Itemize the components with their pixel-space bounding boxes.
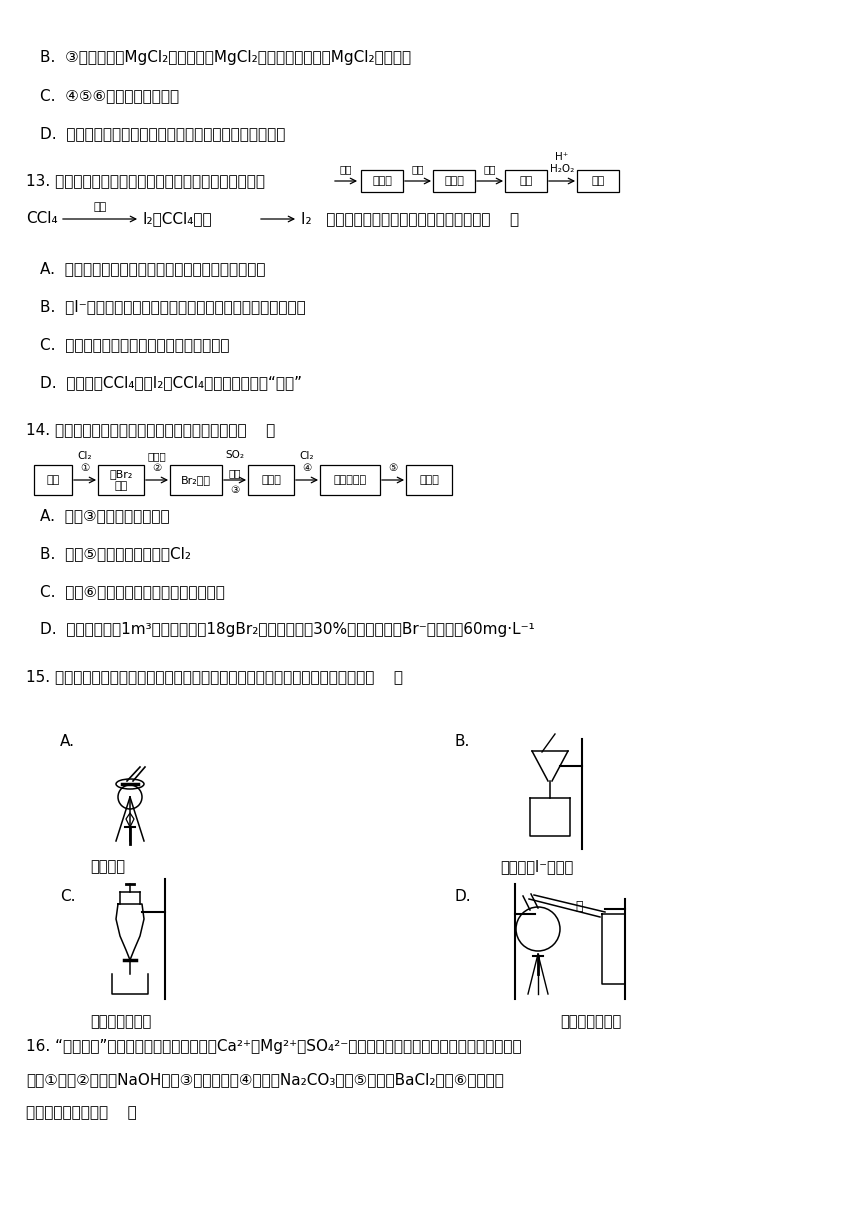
FancyBboxPatch shape <box>320 465 380 495</box>
Text: Cl₂
①: Cl₂ ① <box>77 451 92 473</box>
Text: 碘水: 碘水 <box>592 176 605 186</box>
Text: 溨单质: 溨单质 <box>419 475 439 485</box>
Text: B.  含I⁻的滤液中加入稀硫酸和双氧水后，碳元素发生氧化反应: B. 含I⁻的滤液中加入稀硫酸和双氧水后，碳元素发生氧化反应 <box>40 299 306 314</box>
Text: 溨水混合物: 溨水混合物 <box>334 475 366 485</box>
Text: SO₂: SO₂ <box>225 450 244 460</box>
Text: 过滤: 过滤 <box>483 164 496 174</box>
Text: 滤液: 滤液 <box>519 176 532 186</box>
FancyBboxPatch shape <box>577 170 619 192</box>
Text: 水: 水 <box>575 900 582 913</box>
Text: D.: D. <box>455 889 471 903</box>
Text: 14. 海水提溨的流程如图所示。下列说法错误的是（    ）: 14. 海水提溨的流程如图所示。下列说法错误的是（ ） <box>26 422 275 437</box>
Text: H⁺
H₂O₂: H⁺ H₂O₂ <box>550 152 574 174</box>
Text: A.  实验室在蜃发皿中灸烧干海带，并且用玻璃棒摔拌: A. 实验室在蜃发皿中灸烧干海带，并且用玻璃棒摔拌 <box>40 261 266 276</box>
Text: 灼烧: 灼烧 <box>340 164 353 174</box>
Text: B.  ③中包含制取MgCl₂溶液、无水MgCl₂及电解燕融状态的MgCl₂几个阶段: B. ③中包含制取MgCl₂溶液、无水MgCl₂及电解燕融状态的MgCl₂几个阶… <box>40 50 411 64</box>
Text: 13. 从海带中提取碳单质，成熟的工艺流程如下：干海带: 13. 从海带中提取碳单质，成熟的工艺流程如下：干海带 <box>26 173 265 188</box>
Text: 热空气
②: 热空气 ② <box>148 451 166 473</box>
FancyBboxPatch shape <box>505 170 547 192</box>
Text: Cl₂
④: Cl₂ ④ <box>300 451 314 473</box>
Text: A.: A. <box>60 734 75 749</box>
Text: I₂的CCl₄溶液: I₂的CCl₄溶液 <box>143 212 212 226</box>
Text: CCl₄: CCl₄ <box>26 212 58 226</box>
Text: I₂   下列关于海水制碳的说法，不正确的是（    ）: I₂ 下列关于海水制碳的说法，不正确的是（ ） <box>301 212 519 226</box>
Text: 苦卤: 苦卤 <box>46 475 59 485</box>
Text: 悬浊液: 悬浊液 <box>444 176 464 186</box>
Text: D.  碳水加入CCl₄得到I₂的CCl₄溶液，该操作为“萩取”: D. 碳水加入CCl₄得到I₂的CCl₄溶液，该操作为“萩取” <box>40 375 302 390</box>
Text: 浸泡: 浸泡 <box>412 164 424 174</box>
FancyBboxPatch shape <box>34 465 72 495</box>
FancyBboxPatch shape <box>406 465 452 495</box>
Text: A.  步骤③利用了溨的挥发性: A. 步骤③利用了溨的挥发性 <box>40 508 169 523</box>
Text: 蒸馏: 蒸馏 <box>94 202 107 212</box>
Text: D.  使用该法处理1m³海水最终得到18gBr₂，若提取率为30%，则原海水中Br⁻的浓度为60mg·L⁻¹: D. 使用该法处理1m³海水最终得到18gBr₂，若提取率为30%，则原海水中B… <box>40 623 535 637</box>
Text: C.  ④⑤⑥中溨元素均被氧化: C. ④⑤⑥中溨元素均被氧化 <box>40 88 179 103</box>
Text: D.  蒏馏法是技术最成熟也是最具发展前景的海水淡化方法: D. 蒏馏法是技术最成熟也是最具发展前景的海水淡化方法 <box>40 126 286 141</box>
FancyBboxPatch shape <box>433 170 475 192</box>
Text: ③: ③ <box>230 485 240 495</box>
FancyBboxPatch shape <box>170 465 222 495</box>
Text: 分离碳并回收苯: 分离碳并回收苯 <box>560 1014 621 1029</box>
Text: 过滤得含I⁻的溶液: 过滤得含I⁻的溶液 <box>500 858 574 874</box>
Text: Br₂蒸气: Br₂蒸气 <box>181 475 211 485</box>
Text: C.: C. <box>60 889 76 903</box>
FancyBboxPatch shape <box>98 465 144 495</box>
Text: ⑤: ⑤ <box>389 463 397 473</box>
FancyBboxPatch shape <box>361 170 403 192</box>
Text: C.  步骤⑥用到的玻璃他器只有漏斗和烧杯: C. 步骤⑥用到的玻璃他器只有漏斗和烧杯 <box>40 584 224 599</box>
Text: B.  步骤⑤可以用双氧水代替Cl₂: B. 步骤⑤可以用双氧水代替Cl₂ <box>40 546 191 561</box>
Text: 灸烧海带: 灸烧海带 <box>90 858 125 874</box>
Text: 中正确的操作序是（    ）: 中正确的操作序是（ ） <box>26 1105 137 1120</box>
FancyBboxPatch shape <box>248 465 294 495</box>
Text: 海带灰: 海带灰 <box>372 176 392 186</box>
Text: B.: B. <box>455 734 470 749</box>
Text: 15. 已知单质碳受热易升华。从海带中提取碳的实验过程中涉及下列操作正确的是（    ）: 15. 已知单质碳受热易升华。从海带中提取碳的实验过程中涉及下列操作正确的是（ … <box>26 669 403 683</box>
Text: 作：①过滤②加过量NaOH溶液③加适量盐酸④加过量Na₂CO₃溶液⑤加过量BaCl₂溶液⑥溦解。其: 作：①过滤②加过量NaOH溶液③加适量盐酸④加过量Na₂CO₃溶液⑤加过量BaC… <box>26 1073 504 1087</box>
Text: 含Br₂
海水: 含Br₂ 海水 <box>109 469 132 491</box>
Text: C.  在碳水中加入几滴淠粉溶液，溶液变蓝色: C. 在碳水中加入几滴淠粉溶液，溶液变蓝色 <box>40 337 230 351</box>
Text: 吸收: 吸收 <box>229 468 242 478</box>
Text: 16. “海水晨盐”获得的粗盐中常含有泥沙及Ca²⁺、Mg²⁺、SO₄²⁻杂质，欲除去这些杂质，可进行下列五项操: 16. “海水晨盐”获得的粗盐中常含有泥沙及Ca²⁺、Mg²⁺、SO₄²⁻杂质，… <box>26 1038 522 1054</box>
Text: 放出碳的苯溶液: 放出碳的苯溶液 <box>90 1014 151 1029</box>
Text: 吸收液: 吸收液 <box>261 475 281 485</box>
